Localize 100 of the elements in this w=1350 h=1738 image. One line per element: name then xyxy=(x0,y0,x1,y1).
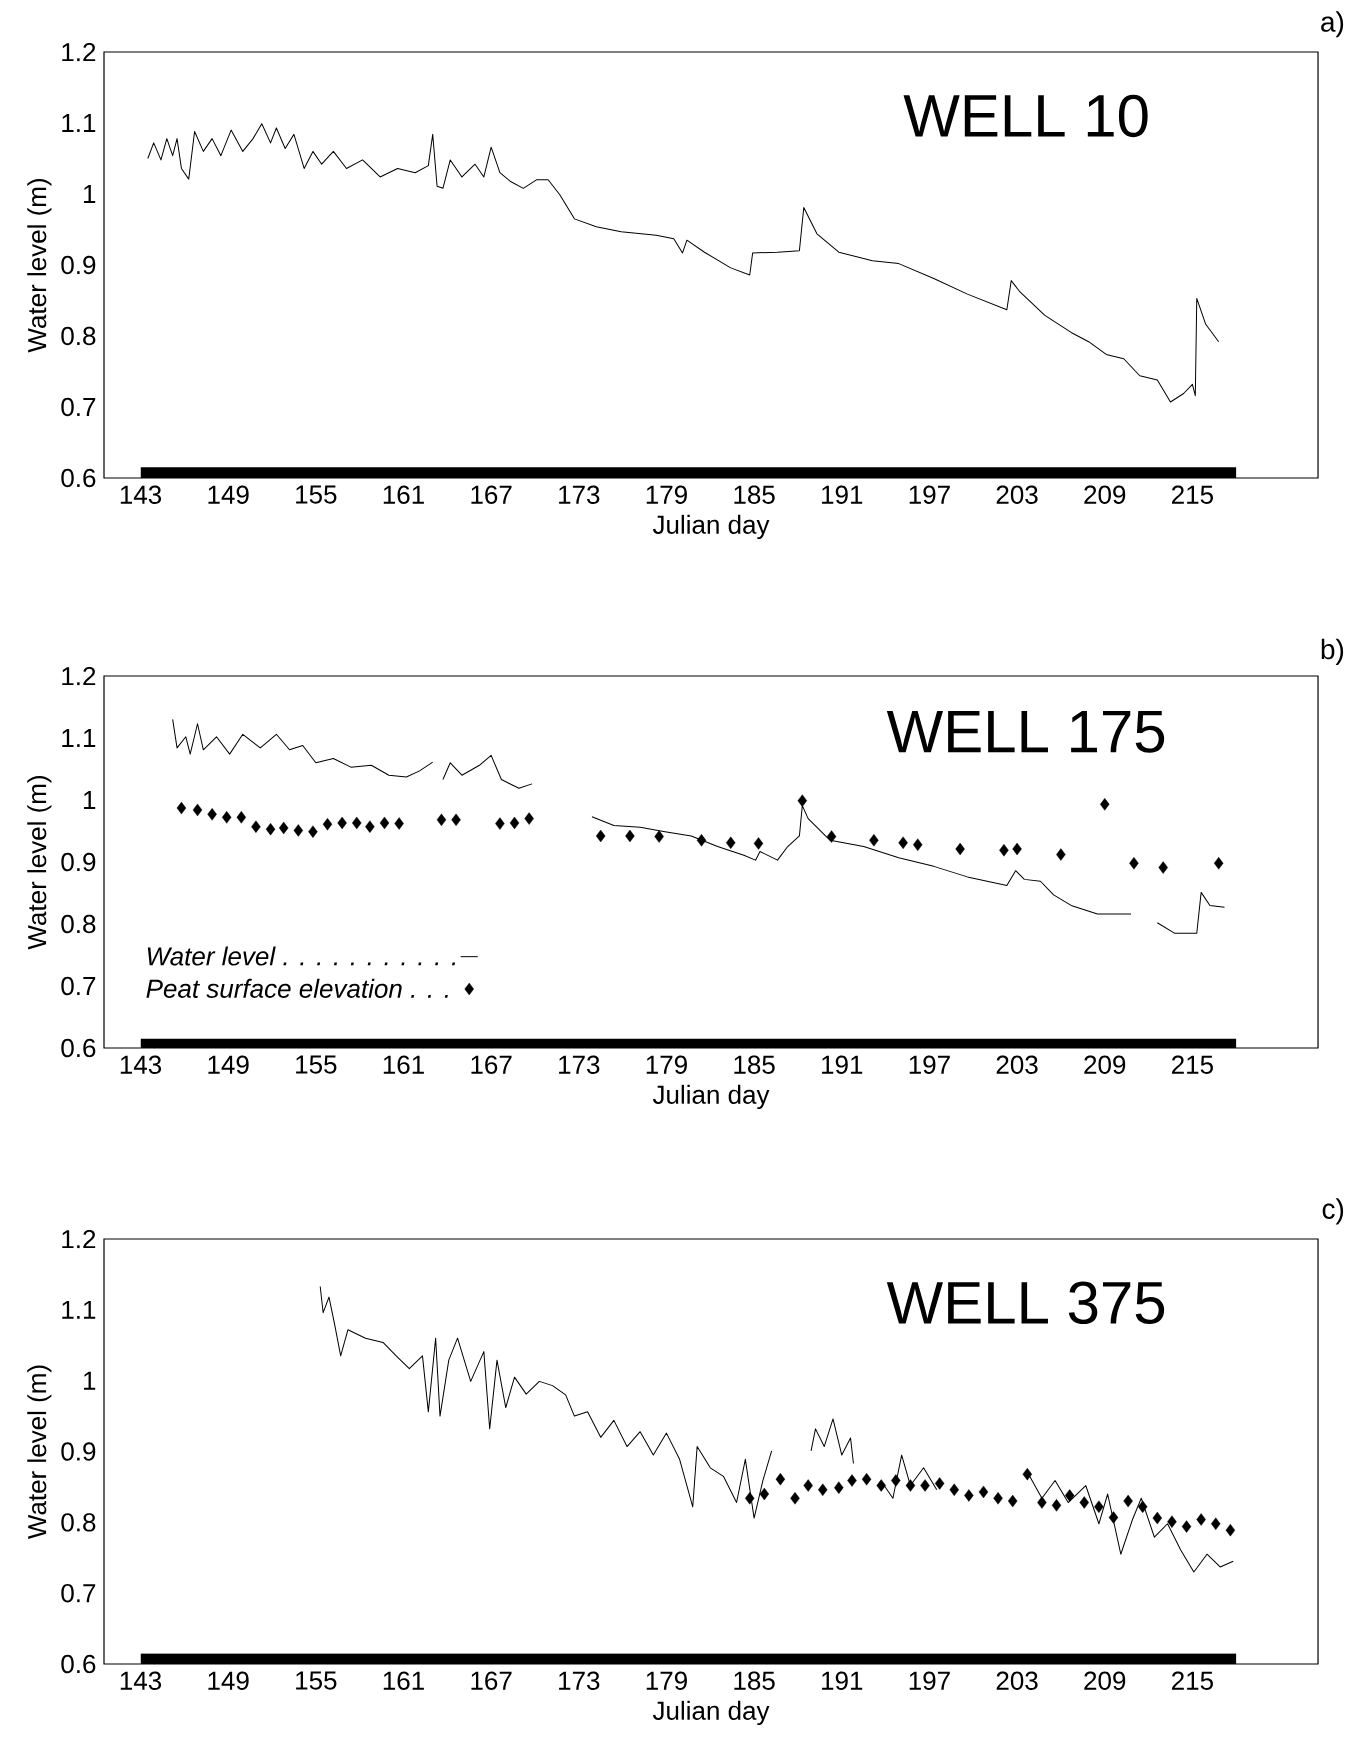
x-tick-label: 155 xyxy=(296,1671,337,1690)
point xyxy=(797,794,808,807)
x-tick-label: 197 xyxy=(909,485,950,504)
point xyxy=(934,1477,945,1490)
x-tick-label: 191 xyxy=(822,485,863,504)
x-tick-label: 161 xyxy=(383,1671,424,1690)
y-tick-label: 1.1 xyxy=(62,729,96,747)
point xyxy=(696,834,707,847)
point xyxy=(352,816,362,830)
point xyxy=(993,1492,1003,1505)
point xyxy=(1108,1511,1119,1524)
x-tick-label: 191 xyxy=(822,1055,863,1074)
point xyxy=(1100,798,1110,811)
chart-subtitle: b) xyxy=(1321,638,1344,665)
x-tick-label: 197 xyxy=(909,1671,950,1690)
y-tick-label: 1 xyxy=(83,185,96,203)
y-tick-label: 0.6 xyxy=(61,1038,96,1058)
y-tick-label: 1.2 xyxy=(62,1229,96,1249)
x-tick-label: 179 xyxy=(646,1055,687,1074)
point xyxy=(308,825,318,838)
point xyxy=(869,834,879,847)
chart-subtitle: c) xyxy=(1322,1198,1344,1225)
y-tick-label: 0.8 xyxy=(61,914,96,934)
x-tick-label: 215 xyxy=(1172,1055,1213,1074)
point xyxy=(949,1483,959,1496)
x-tick-label: 179 xyxy=(646,1671,687,1690)
y-tick-label: 0.7 xyxy=(61,397,96,417)
point xyxy=(1138,1500,1148,1513)
legend-label: Water level . . . . . . . . . . . xyxy=(147,946,456,966)
point xyxy=(176,801,187,815)
point xyxy=(726,836,736,849)
point xyxy=(337,816,347,830)
x-axis-title: Julian day xyxy=(652,1084,770,1110)
y-axis-title: Water level (m) xyxy=(27,179,52,353)
point xyxy=(278,821,289,835)
y-tick-label: 0.9 xyxy=(61,1442,96,1461)
point xyxy=(955,842,965,856)
point xyxy=(524,812,534,825)
point xyxy=(920,1479,930,1492)
x-axis-title: Julian day xyxy=(652,1700,770,1726)
legend-label: Peat surface elevation . . . xyxy=(146,978,448,998)
x-tick-label: 215 xyxy=(1172,485,1213,504)
point xyxy=(1158,861,1168,874)
x-tick-label: 161 xyxy=(383,485,424,504)
x-tick-label: 155 xyxy=(296,485,337,504)
point xyxy=(1022,1467,1032,1481)
x-tick-label: 167 xyxy=(471,1671,512,1690)
point xyxy=(834,1481,844,1494)
y-tick-label: 0.9 xyxy=(61,852,96,872)
point xyxy=(1196,1513,1206,1526)
point xyxy=(322,817,333,831)
x-tick-label: 191 xyxy=(822,1671,863,1690)
x-tick-label: 143 xyxy=(120,485,162,504)
x-tick-label: 149 xyxy=(208,1671,249,1690)
text: WELL 10 xyxy=(903,94,1148,138)
point xyxy=(1225,1523,1236,1537)
point xyxy=(222,811,232,824)
x-tick-label: 167 xyxy=(471,1055,512,1074)
y-tick-label: 0.7 xyxy=(61,1583,96,1603)
text: WELL 375 xyxy=(886,1281,1165,1324)
point xyxy=(1056,848,1066,861)
x-tick-label: 173 xyxy=(559,1055,600,1074)
point xyxy=(905,1479,916,1492)
x-axis-title: Julian day xyxy=(652,514,770,540)
x-tick-label: 173 xyxy=(559,1671,600,1690)
x-tick-label: 209 xyxy=(1084,485,1126,504)
x-tick-label: 185 xyxy=(734,485,775,504)
x-tick-label: 209 xyxy=(1084,1055,1126,1074)
x-tick-label: 161 xyxy=(383,1055,424,1074)
point xyxy=(1007,1494,1018,1508)
x-tick-label: 149 xyxy=(208,485,249,504)
y-tick-label: 0.9 xyxy=(61,255,96,275)
y-tick-label: 0.8 xyxy=(61,1513,96,1532)
y-tick-label: 1.2 xyxy=(62,666,96,686)
x-tick-label: 203 xyxy=(996,1055,1038,1074)
y-tick-label: 1 xyxy=(83,1371,96,1390)
point xyxy=(1152,1511,1163,1525)
point xyxy=(753,837,764,850)
y-tick-label: 1.1 xyxy=(62,114,96,132)
point xyxy=(861,1472,872,1486)
point xyxy=(654,830,664,843)
point xyxy=(1167,1515,1177,1528)
point xyxy=(775,1472,786,1486)
chart-subtitle: a) xyxy=(1321,11,1344,38)
y-tick-label: 1.2 xyxy=(62,42,96,62)
point xyxy=(1051,1499,1062,1512)
x-tick-label: 203 xyxy=(996,485,1038,504)
y-tick-label: 0.7 xyxy=(61,976,96,996)
x-tick-label: 155 xyxy=(296,1055,337,1074)
x-tick-label: 185 xyxy=(734,1055,775,1074)
point xyxy=(207,808,217,821)
point xyxy=(876,1479,886,1492)
point xyxy=(898,836,908,849)
y-axis-title: Water level (m) xyxy=(27,776,52,950)
point xyxy=(1037,1496,1047,1509)
point xyxy=(847,1474,857,1487)
point xyxy=(1079,1496,1089,1509)
x-tick-label: 209 xyxy=(1084,1671,1126,1690)
point xyxy=(596,829,606,843)
y-tick-label: 0.8 xyxy=(61,326,96,346)
